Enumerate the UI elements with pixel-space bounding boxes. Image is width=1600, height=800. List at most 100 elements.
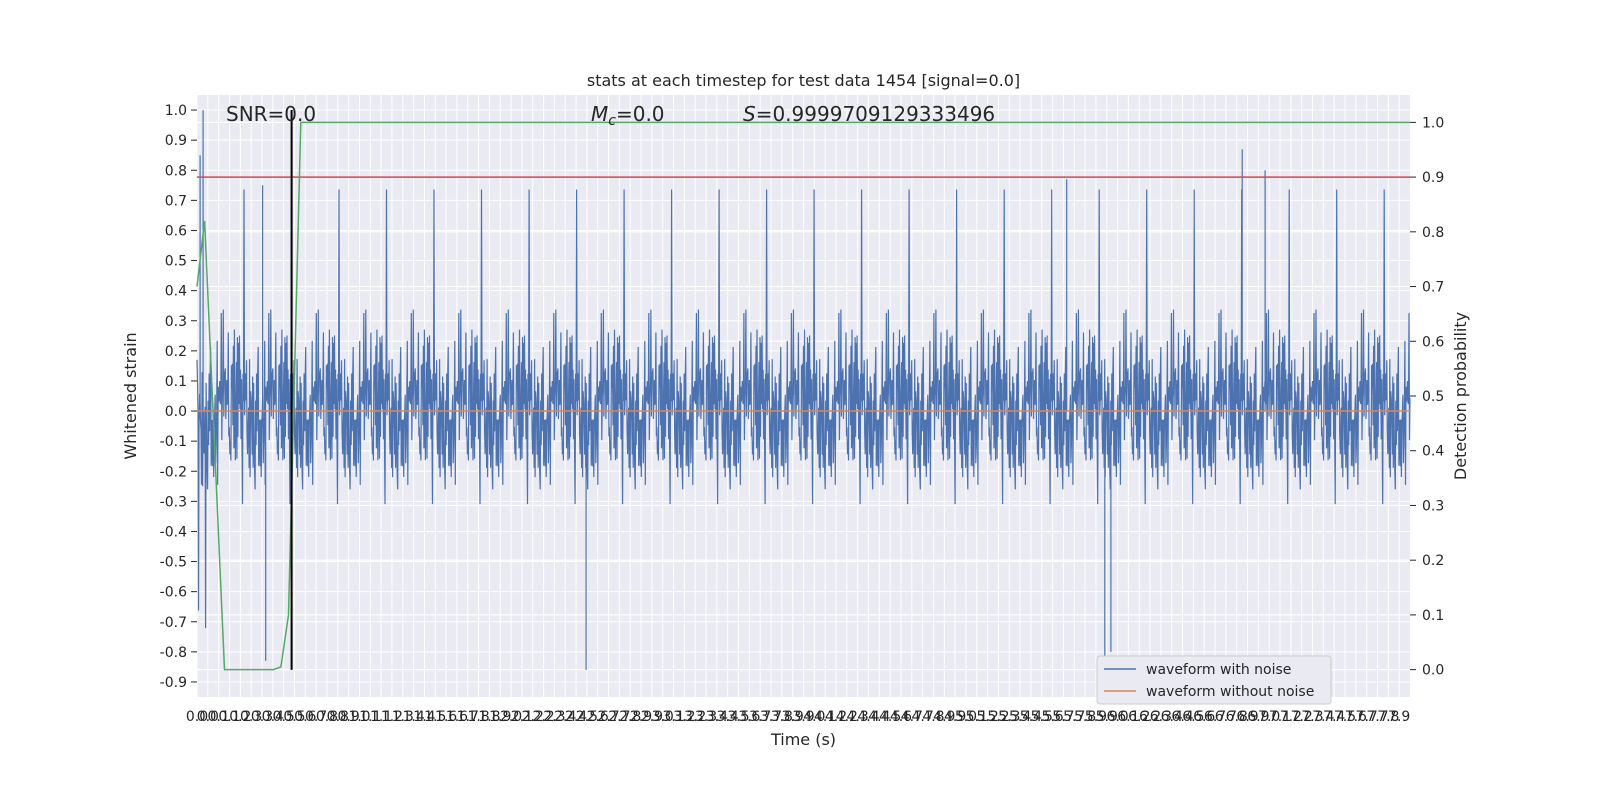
x-tick-label: 1.6	[446, 709, 468, 725]
y2-tick-label: 0.5	[1422, 389, 1444, 405]
x-tick-label: 5.4	[1020, 709, 1042, 725]
x-tick-label: 3.4	[717, 709, 739, 725]
x-tick-label: 6.4	[1161, 709, 1183, 725]
y-tick-label: -0.6	[160, 585, 187, 601]
x-tick-label: 2.0	[500, 709, 522, 725]
series-detection-probability	[196, 121, 1410, 671]
x-tick-label: 3.9	[792, 709, 814, 725]
x-tick-label: 1.7	[457, 709, 479, 725]
s-value: =0.9999709129333496	[756, 102, 995, 126]
series-waveform-with-noise	[196, 110, 1411, 670]
x-tick-label: 2.4	[565, 709, 587, 725]
y2-tick-label: 0.3	[1422, 498, 1444, 514]
legend-label-clean: waveform without noise	[1146, 684, 1314, 700]
x-tick-label: 1.1	[370, 709, 392, 725]
x-axis: 0.00.00.10.10.20.30.30.40.50.50.60.70.80…	[186, 709, 1410, 725]
x-tick-label: 7.0	[1258, 709, 1280, 725]
x-tick-label: 6.8	[1226, 709, 1248, 725]
x-tick-label: 2.2	[522, 709, 544, 725]
x-tick-label: 7.2	[1291, 709, 1313, 725]
legend-box	[1096, 655, 1332, 705]
x-tick-label: 0.5	[283, 709, 305, 725]
x-tick-label: 6.6	[1193, 709, 1215, 725]
y-tick-label: -0.8	[160, 645, 187, 661]
x-tick-label: 1.8	[467, 709, 489, 725]
x-tick-label: 0.6	[294, 709, 316, 725]
x-tick-label: 7.3	[1301, 709, 1323, 725]
x-tick-label: 4.3	[847, 709, 869, 725]
x-tick-label: 0.8	[316, 709, 338, 725]
x-tick-label: 7.6	[1345, 709, 1367, 725]
x-tick-label: 6.2	[1139, 709, 1161, 725]
x-tick-label: 1.0	[348, 709, 370, 725]
chart-title: stats at each timestep for test data 145…	[587, 71, 1020, 90]
mc-annotation: Mc=0.0	[591, 102, 665, 129]
x-tick-label: 3.0	[652, 709, 674, 725]
x-tick-label: 5.3	[998, 709, 1020, 725]
y-tick-label: 0.1	[165, 374, 187, 390]
y-tick-label: 0.9	[165, 133, 187, 149]
x-tick-label: 2.4	[554, 709, 576, 725]
s-symbol: S	[743, 102, 756, 126]
x-tick-label: 0.7	[305, 709, 327, 725]
x-tick-label: 6.3	[1150, 709, 1172, 725]
x-tick-label: 0.1	[218, 709, 240, 725]
x-tick-label: 7.4	[1312, 709, 1334, 725]
x-tick-label: 6.0	[1106, 709, 1128, 725]
legend: waveform with noise waveform without noi…	[1096, 655, 1332, 705]
x-tick-label: 5.7	[1052, 709, 1074, 725]
x-tick-label: 7.9	[1388, 709, 1410, 725]
x-tick-label: 1.4	[413, 709, 435, 725]
x-tick-label: 2.8	[619, 709, 641, 725]
x-tick-label: 4.4	[857, 709, 879, 725]
x-tick-label: 7.8	[1377, 709, 1399, 725]
x-tick-label: 7.4	[1323, 709, 1345, 725]
x-tick-label: 3.9	[782, 709, 804, 725]
noise-trace	[196, 110, 1411, 670]
x-tick-label: 4.5	[879, 709, 901, 725]
mc-value: =0.0	[616, 102, 665, 126]
x-tick-label: 5.5	[1031, 709, 1053, 725]
lines	[196, 110, 1410, 671]
x-tick-label: 3.1	[662, 709, 684, 725]
x-tick-label: 0.9	[337, 709, 359, 725]
y2-tick-label: 0.9	[1422, 170, 1444, 186]
x-tick-label: 2.5	[576, 709, 598, 725]
x-tick-label: 0.0	[197, 709, 219, 725]
y-tick-label: -0.4	[160, 524, 187, 540]
y2-tick-label: 0.2	[1422, 553, 1444, 569]
y2-tick-label: 0.4	[1422, 444, 1444, 460]
x-tick-label: 3.2	[673, 709, 695, 725]
x-tick-label: 2.3	[543, 709, 565, 725]
x-tick-label: 3.7	[760, 709, 782, 725]
y-tick-label: 0.6	[165, 223, 187, 239]
legend-label-noise: waveform with noise	[1146, 662, 1291, 678]
x-tick-label: 7.1	[1269, 709, 1291, 725]
x-tick-label: 2.6	[587, 709, 609, 725]
x-tick-label: 4.6	[890, 709, 912, 725]
y2-tick-label: 0.7	[1422, 280, 1444, 296]
x-tick-label: 4.7	[912, 709, 934, 725]
y-tick-label: 0.2	[165, 344, 187, 360]
snr-annotation: SNR=0.0	[226, 102, 316, 126]
x-tick-label: 3.6	[738, 709, 760, 725]
y2-tick-label: 0.8	[1422, 225, 1444, 241]
x-tick-label: 4.2	[836, 709, 858, 725]
x-tick-label: 4.9	[933, 709, 955, 725]
x-tick-label: 5.7	[1063, 709, 1085, 725]
x-tick-label: 4.9	[944, 709, 966, 725]
x-tick-label: 6.9	[1236, 709, 1258, 725]
x-tick-label: 2.9	[630, 709, 652, 725]
x-tick-label: 1.6	[435, 709, 457, 725]
y-tick-label: 0.4	[165, 284, 187, 300]
y-tick-label: 0.7	[165, 193, 187, 209]
x-tick-label: 7.7	[1366, 709, 1388, 725]
x-tick-label: 5.9	[1096, 709, 1118, 725]
x-tick-label: 0.3	[240, 709, 262, 725]
x-tick-label: 7.2	[1280, 709, 1302, 725]
x-tick-label: 6.4	[1171, 709, 1193, 725]
y2-axis: 1.0 0.9 0.8 0.7 0.6 0.5 0.4 0.3 0.2 0.1 0.0	[1410, 115, 1444, 679]
x-tick-label: 6.9	[1247, 709, 1269, 725]
x-tick-label: 0.5	[273, 709, 295, 725]
